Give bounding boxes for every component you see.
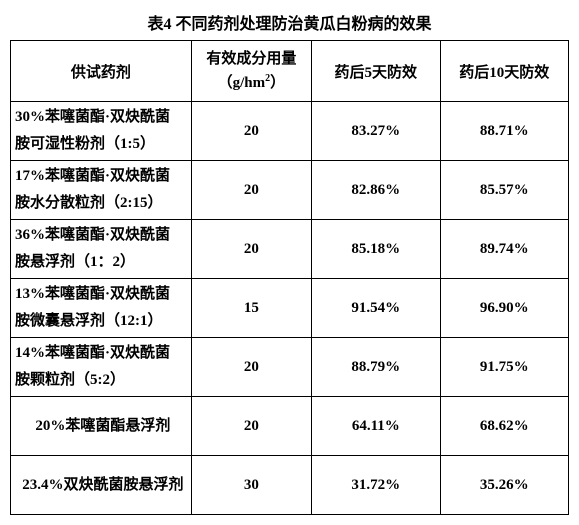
- cell-day10: 35.26%: [440, 456, 568, 515]
- cell-day10: 68.62%: [440, 397, 568, 456]
- cell-day5: 64.11%: [312, 397, 440, 456]
- cell-dose: 20: [191, 161, 311, 220]
- table-row: 30%苯噻菌酯·双炔酰菌胺可湿性粉剂（1:5）2083.27%88.71%: [11, 102, 569, 161]
- cell-dose: 15: [191, 279, 311, 338]
- cell-agent-name: 36%苯噻菌酯·双炔酰菌胺悬浮剂（1：2）: [11, 220, 192, 279]
- cell-dose: 20: [191, 338, 311, 397]
- cell-agent-name: 13%苯噻菌酯·双炔酰菌胺微囊悬浮剂（12:1）: [11, 279, 192, 338]
- cell-day5: 88.79%: [312, 338, 440, 397]
- cell-day10: 85.57%: [440, 161, 568, 220]
- table-header-row: 供试药剂 有效成分用量 （g/hm2） 药后5天防效 药后10天防效: [11, 41, 569, 102]
- table-row: 17%苯噻菌酯·双炔酰菌胺水分散粒剂（2:15）2082.86%85.57%: [11, 161, 569, 220]
- cell-day10: 91.75%: [440, 338, 568, 397]
- cell-dose: 20: [191, 102, 311, 161]
- cell-day10: 88.71%: [440, 102, 568, 161]
- cell-agent-name: 17%苯噻菌酯·双炔酰菌胺水分散粒剂（2:15）: [11, 161, 192, 220]
- cell-agent-name: 30%苯噻菌酯·双炔酰菌胺可湿性粉剂（1:5）: [11, 102, 192, 161]
- cell-dose: 30: [191, 456, 311, 515]
- header-dose-line1: 有效成分用量: [192, 47, 311, 71]
- cell-agent-name: 20%苯噻菌酯悬浮剂: [11, 397, 192, 456]
- cell-day5: 82.86%: [312, 161, 440, 220]
- cell-day10: 96.90%: [440, 279, 568, 338]
- header-dose: 有效成分用量 （g/hm2）: [191, 41, 311, 102]
- table-row: 36%苯噻菌酯·双炔酰菌胺悬浮剂（1：2）2085.18%89.74%: [11, 220, 569, 279]
- cell-dose: 20: [191, 220, 311, 279]
- header-dose-l2b: ）: [270, 75, 285, 91]
- cell-day5: 31.72%: [312, 456, 440, 515]
- cell-day10: 89.74%: [440, 220, 568, 279]
- header-day5: 药后5天防效: [312, 41, 440, 102]
- table-row: 20%苯噻菌酯悬浮剂2064.11%68.62%: [11, 397, 569, 456]
- cell-day5: 91.54%: [312, 279, 440, 338]
- header-name: 供试药剂: [11, 41, 192, 102]
- efficacy-table: 供试药剂 有效成分用量 （g/hm2） 药后5天防效 药后10天防效 30%苯噻…: [10, 40, 569, 515]
- header-day10: 药后10天防效: [440, 41, 568, 102]
- cell-agent-name: 23.4%双炔酰菌胺悬浮剂: [11, 456, 192, 515]
- cell-day5: 83.27%: [312, 102, 440, 161]
- table-row: 23.4%双炔酰菌胺悬浮剂3031.72%35.26%: [11, 456, 569, 515]
- table-title: 表4 不同药剂处理防治黄瓜白粉病的效果: [10, 10, 569, 34]
- header-dose-l2a: （g/hm: [218, 75, 266, 91]
- cell-agent-name: 14%苯噻菌酯·双炔酰菌胺颗粒剂（5:2）: [11, 338, 192, 397]
- cell-day5: 85.18%: [312, 220, 440, 279]
- cell-dose: 20: [191, 397, 311, 456]
- table-row: 13%苯噻菌酯·双炔酰菌胺微囊悬浮剂（12:1）1591.54%96.90%: [11, 279, 569, 338]
- table-row: 14%苯噻菌酯·双炔酰菌胺颗粒剂（5:2）2088.79%91.75%: [11, 338, 569, 397]
- header-dose-line2: （g/hm2）: [192, 71, 311, 95]
